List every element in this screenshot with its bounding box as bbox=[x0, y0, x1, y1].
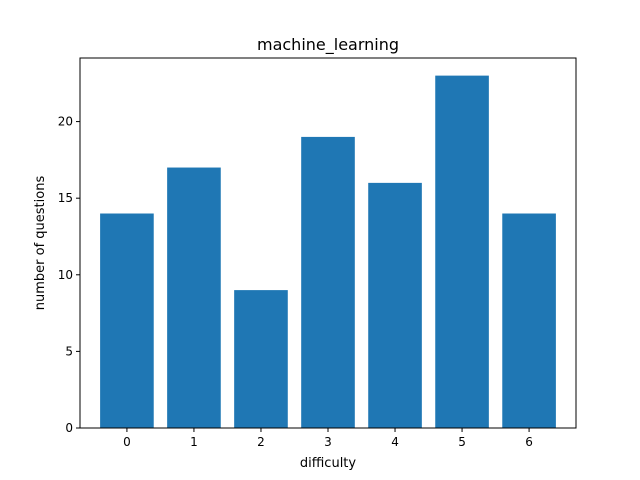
bar-1 bbox=[167, 167, 221, 429]
x-tick-label-2: 2 bbox=[257, 435, 265, 449]
bar-2 bbox=[234, 290, 288, 428]
x-axis-ticks: 0 1 2 3 4 5 6 bbox=[123, 428, 533, 449]
x-tick-label-4: 4 bbox=[391, 435, 399, 449]
x-tick-label-1: 1 bbox=[190, 435, 198, 449]
bar-6 bbox=[502, 213, 556, 428]
bar-5 bbox=[435, 75, 489, 429]
y-tick-label-5: 5 bbox=[65, 344, 73, 358]
x-axis-label: difficulty bbox=[300, 456, 357, 471]
bar-0 bbox=[100, 213, 154, 428]
chart-title: machine_learning bbox=[257, 35, 399, 55]
y-tick-label-15: 15 bbox=[58, 191, 73, 205]
x-tick-label-3: 3 bbox=[324, 435, 332, 449]
y-axis-label: number of questions bbox=[33, 176, 48, 311]
x-tick-label-6: 6 bbox=[525, 435, 533, 449]
bar-4 bbox=[368, 182, 422, 428]
y-axis-ticks: 0 5 10 15 20 bbox=[58, 115, 80, 435]
x-tick-label-5: 5 bbox=[458, 435, 466, 449]
bar-3 bbox=[301, 136, 355, 428]
y-tick-label-10: 10 bbox=[58, 268, 73, 282]
plot-frame bbox=[79, 57, 577, 429]
y-tick-label-20: 20 bbox=[58, 115, 73, 129]
x-tick-label-0: 0 bbox=[123, 435, 131, 449]
y-tick-label-0: 0 bbox=[65, 421, 73, 435]
bars-group bbox=[100, 75, 556, 429]
